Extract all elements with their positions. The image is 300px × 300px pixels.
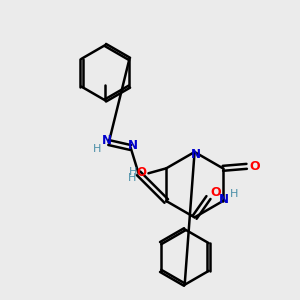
Text: O: O: [210, 186, 221, 199]
Text: O: O: [249, 160, 260, 173]
Text: H: H: [128, 173, 136, 183]
Text: N: N: [128, 139, 138, 152]
Text: H: H: [129, 167, 137, 177]
Text: N: N: [219, 193, 229, 206]
Text: N: N: [102, 134, 112, 147]
Text: N: N: [190, 148, 201, 161]
Text: H: H: [230, 189, 238, 199]
Text: O: O: [136, 166, 146, 179]
Text: H: H: [93, 143, 101, 154]
